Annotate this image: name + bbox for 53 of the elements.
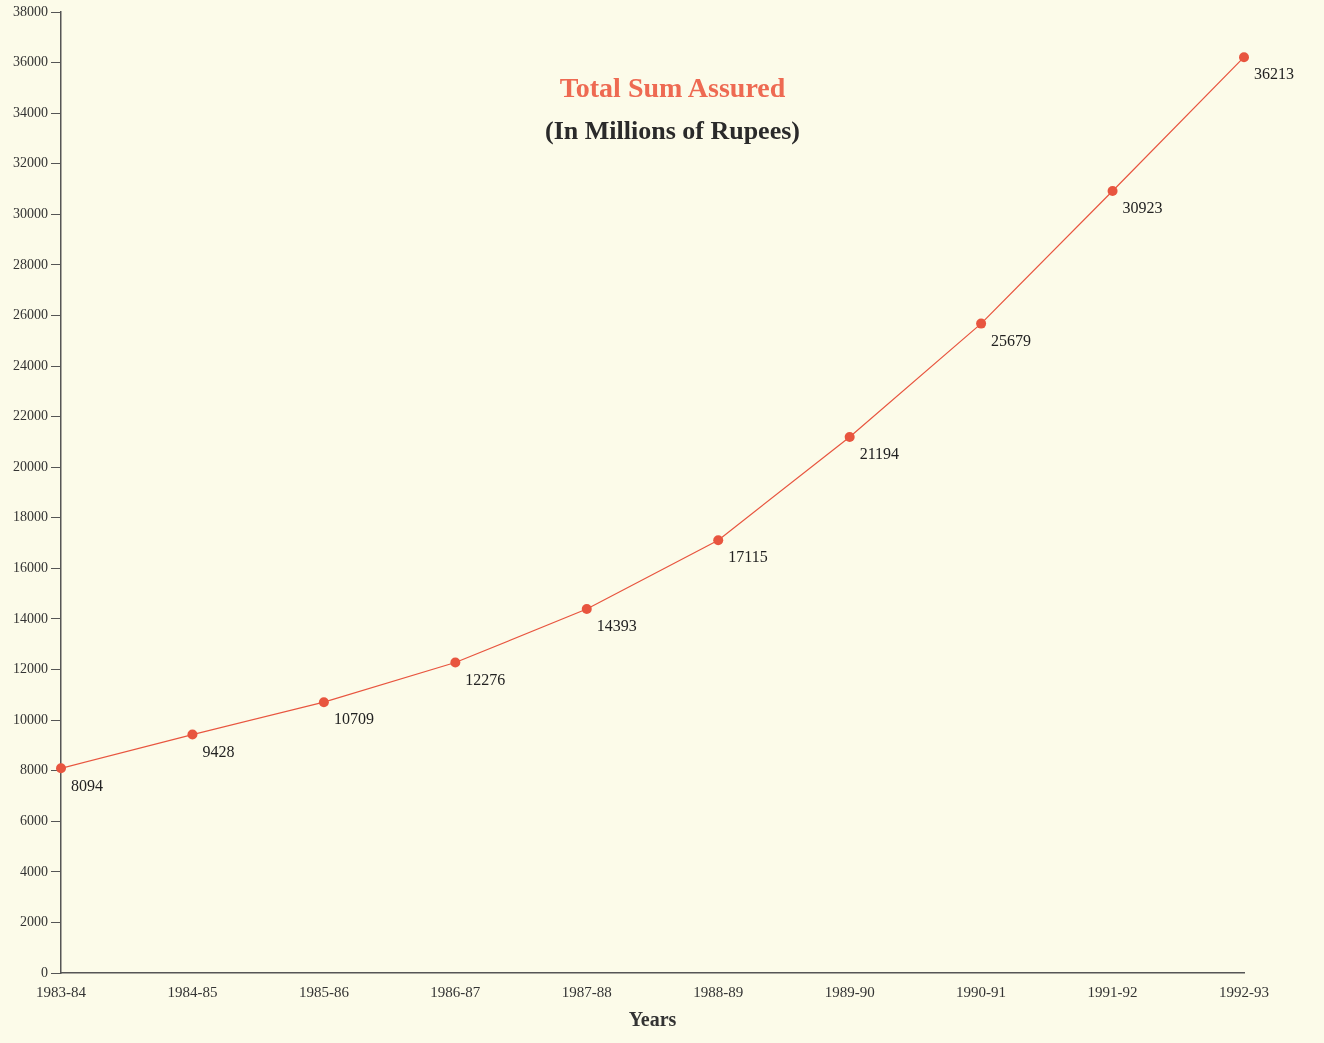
x-tick-label: 1991-92 xyxy=(1087,983,1138,1000)
x-tick-label: 1988-89 xyxy=(693,983,744,1000)
y-tick-label: 34000 xyxy=(13,104,48,120)
x-tick-label: 1984-85 xyxy=(167,983,218,1000)
data-label: 36213 xyxy=(1254,65,1294,83)
y-tick-label: 10000 xyxy=(13,711,48,727)
y-tick-label: 24000 xyxy=(13,357,48,373)
y-tick-label: 18000 xyxy=(13,509,48,525)
point xyxy=(318,697,329,708)
point xyxy=(450,657,461,668)
point xyxy=(713,535,724,546)
y-tick-label: 22000 xyxy=(13,408,48,424)
data-label: 9428 xyxy=(202,742,235,760)
data-label: 21194 xyxy=(859,445,900,463)
text: (In Millions of Rupees) xyxy=(545,115,800,145)
data-label: 14393 xyxy=(596,617,637,635)
y-tick-label: 12000 xyxy=(13,661,48,677)
y-tick-label: 4000 xyxy=(20,863,48,879)
x-tick-label: 1986-87 xyxy=(430,983,481,1000)
point xyxy=(1239,52,1249,63)
point xyxy=(976,318,987,329)
y-tick-label: 30000 xyxy=(13,205,48,221)
y-tick-label: 38000 xyxy=(13,3,48,19)
x-tick-label: 1985-86 xyxy=(298,983,350,1000)
point xyxy=(581,604,592,615)
point xyxy=(56,763,66,774)
data-label: 30923 xyxy=(1122,199,1163,217)
point xyxy=(844,432,855,443)
y-tick-label: 20000 xyxy=(13,458,48,474)
y-tick-label: 28000 xyxy=(13,256,48,272)
data-label: 17115 xyxy=(728,548,768,566)
point xyxy=(1107,185,1118,196)
x-tick-label: 1992-93 xyxy=(1219,983,1269,1000)
data-label: 25679 xyxy=(991,331,1032,349)
text: Total Sum Assured xyxy=(559,72,786,104)
data-label: 8094 xyxy=(71,776,103,794)
y-tick-label: 6000 xyxy=(20,812,48,828)
y-tick-label: 16000 xyxy=(13,560,48,576)
y-tick-label: 14000 xyxy=(13,610,48,626)
x-tick-label: 1987-88 xyxy=(561,983,612,1000)
y-tick-label: 26000 xyxy=(13,307,48,323)
x-tick-label: 1983-84 xyxy=(36,983,87,1000)
data-label: 10709 xyxy=(333,710,374,728)
y-tick-label: 8000 xyxy=(20,762,48,778)
y-tick-label: 32000 xyxy=(13,155,48,171)
y-tick-label: 0 xyxy=(41,964,48,980)
point xyxy=(187,729,198,740)
x-axis-title: Years xyxy=(628,1008,677,1031)
x-tick-label: 1990-91 xyxy=(956,983,1007,1000)
x-tick-label: 1989-90 xyxy=(824,983,875,1000)
y-tick-label: 2000 xyxy=(20,914,48,930)
y-tick-label: 36000 xyxy=(13,54,48,70)
data-label: 12276 xyxy=(465,670,506,688)
